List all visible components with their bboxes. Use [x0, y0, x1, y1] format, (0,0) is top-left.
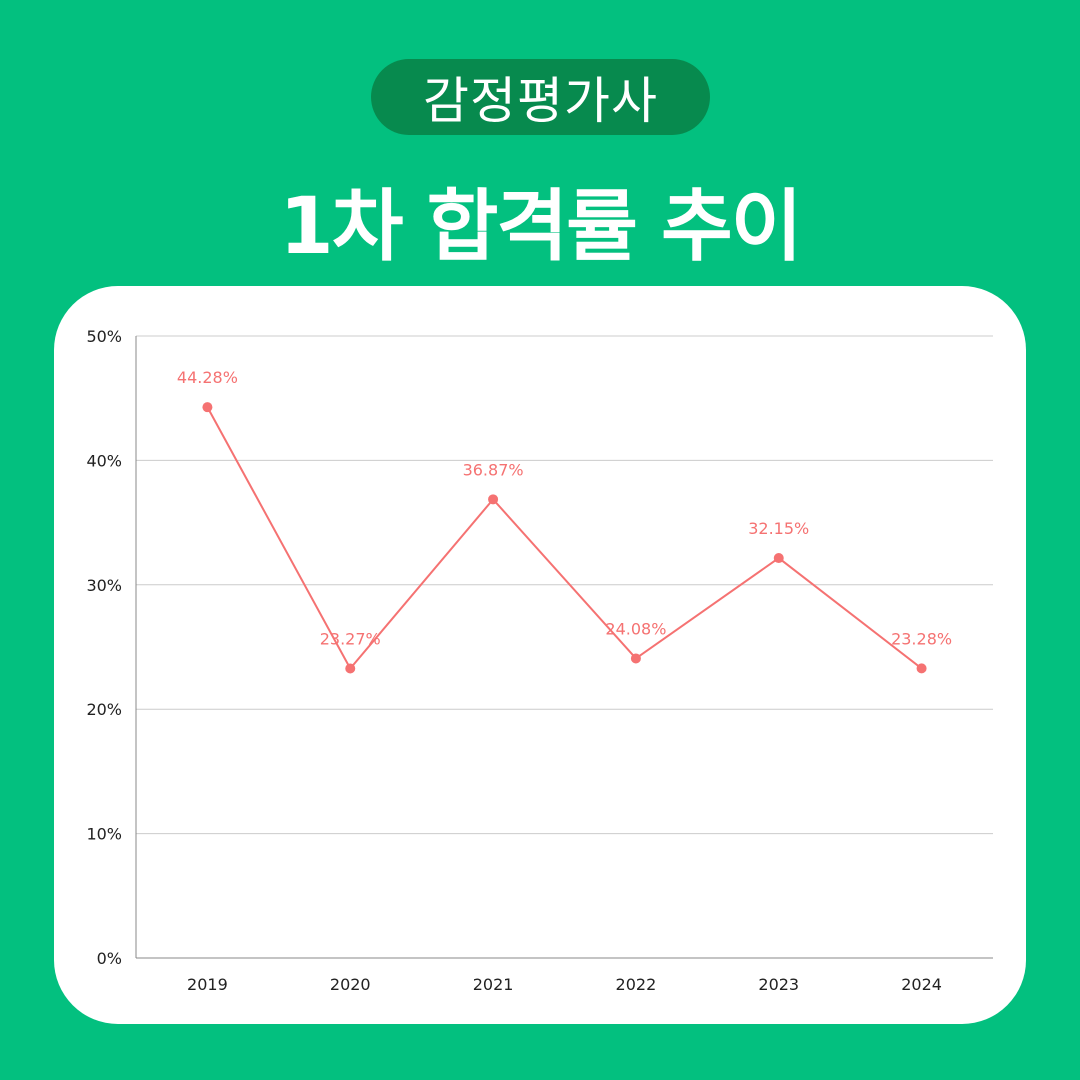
- line-chart: 0%10%20%30%40%50% 2019 2020 2021 2022 2023 20…: [86, 327, 993, 994]
- data-label: 36.87%: [463, 460, 524, 479]
- page-title: 1차 합격률 추이: [279, 182, 802, 272]
- x-tick-label: 2019: [187, 975, 228, 994]
- data-label: 23.28%: [891, 629, 952, 648]
- chart-card: 0% 10% 20% 30% 40% 50% 2019 2020 2021 2022 2023 20…: [54, 286, 1026, 1024]
- data-point: [202, 402, 213, 413]
- y-axis-tick-labels: 0% 10% 20% 30% 40% 50%: [86, 327, 122, 968]
- y-tick-label: 20%: [86, 700, 122, 719]
- x-tick-label: 2023: [758, 975, 799, 994]
- data-point: [773, 553, 784, 564]
- y-tick-label: 0%: [97, 949, 122, 968]
- data-label: 23.27%: [320, 630, 381, 649]
- data-labels: 44.28% 23.27% 36.87% 24.08% 32.15% 23.28%: [177, 368, 952, 648]
- y-tick-label: 30%: [86, 576, 122, 595]
- gridlines: [136, 335, 993, 835]
- x-tick-label: 2024: [901, 975, 942, 994]
- data-label: 32.15%: [748, 519, 809, 538]
- axes: [135, 336, 993, 959]
- data-label: 44.28%: [177, 368, 238, 387]
- title-badge-text: 감정평가사: [423, 72, 658, 130]
- x-tick-label: 2020: [330, 975, 371, 994]
- y-tick-label: 50%: [86, 327, 122, 346]
- title-badge: 감정평가사: [371, 59, 710, 135]
- data-point: [630, 653, 641, 664]
- y-tick-label: 40%: [86, 451, 122, 470]
- data-label: 24.08%: [605, 619, 666, 638]
- data-point: [345, 663, 356, 674]
- data-point: [488, 494, 499, 505]
- x-tick-label: 2021: [473, 975, 514, 994]
- data-point: [916, 663, 927, 674]
- series-group: [202, 402, 927, 674]
- y-tick-label: 10%: [86, 825, 122, 844]
- series-line: [206, 406, 923, 671]
- x-tick-label: 2022: [616, 975, 657, 994]
- x-axis-tick-labels: 2019 2020 2021 2022 2023 2024: [187, 975, 942, 994]
